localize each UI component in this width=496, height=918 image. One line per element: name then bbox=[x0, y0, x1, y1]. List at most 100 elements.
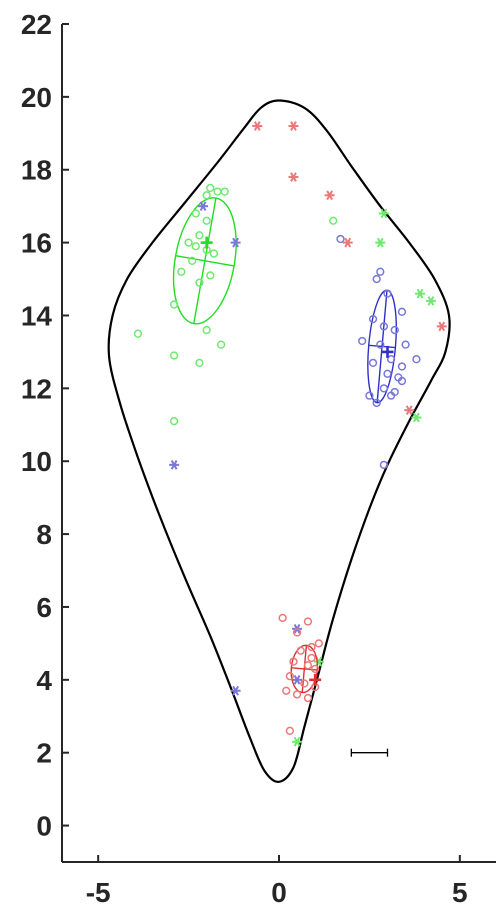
data-point-circle bbox=[206, 183, 215, 193]
data-point-circle bbox=[379, 322, 389, 331]
y-tick-label: 22 bbox=[21, 9, 52, 40]
data-point-star bbox=[169, 460, 180, 470]
data-point-circle bbox=[202, 191, 211, 200]
data-point-circle bbox=[202, 216, 211, 225]
data-point-star bbox=[324, 190, 335, 201]
data-point-star bbox=[292, 736, 303, 747]
star-stroke bbox=[290, 121, 297, 131]
series-2 bbox=[252, 121, 447, 735]
data-point-circle bbox=[365, 391, 374, 400]
y-tick-label: 4 bbox=[36, 665, 52, 696]
data-point-circle bbox=[368, 314, 378, 324]
y-tick-label: 20 bbox=[21, 82, 52, 113]
data-point-star bbox=[415, 288, 426, 299]
y-tick-label: 8 bbox=[36, 519, 52, 550]
data-point-circle bbox=[300, 679, 309, 688]
scale-bar bbox=[350, 748, 389, 757]
axes: 0 2 4 6 8 10 12 14 16 18 20 22 -5 0 5 bbox=[21, 9, 496, 908]
data-point-circle bbox=[303, 693, 313, 703]
data-point-circle bbox=[285, 726, 295, 735]
data-point-circle bbox=[289, 657, 298, 666]
ellipse-major-axis bbox=[193, 197, 217, 324]
y-tick-label: 18 bbox=[21, 155, 52, 186]
star-stroke bbox=[253, 121, 261, 131]
data-point-circle bbox=[401, 340, 410, 349]
star-stroke bbox=[438, 321, 446, 332]
ellipse-group bbox=[367, 289, 397, 404]
star-stroke bbox=[232, 237, 239, 248]
data-point-circle bbox=[390, 325, 399, 335]
data-point-star bbox=[292, 674, 303, 685]
data-point-star bbox=[375, 237, 386, 248]
data-point-circle bbox=[379, 460, 389, 470]
data-point-circle bbox=[278, 613, 287, 623]
x-tick-label: 0 bbox=[271, 877, 287, 908]
data-point-circle bbox=[386, 355, 396, 364]
data-point-circle bbox=[397, 376, 407, 386]
data-point-circle bbox=[303, 661, 313, 670]
data-point-circle bbox=[314, 639, 323, 648]
data-point-circle bbox=[282, 686, 291, 695]
data-point-circle bbox=[336, 234, 345, 244]
data-point-star bbox=[198, 201, 209, 212]
data-point-circle bbox=[383, 369, 392, 378]
x-tick-label: 5 bbox=[452, 877, 468, 908]
data-point-circle bbox=[368, 358, 378, 367]
star-stroke bbox=[170, 460, 178, 470]
data-point-circle bbox=[206, 271, 215, 280]
mean-marker bbox=[309, 673, 322, 686]
data-point-circle bbox=[379, 384, 389, 393]
data-point-star bbox=[288, 172, 299, 182]
star-stroke bbox=[293, 736, 301, 747]
data-point-circle bbox=[195, 278, 204, 287]
data-point-circle bbox=[191, 242, 200, 251]
data-point-circle bbox=[307, 653, 316, 663]
data-point-circle bbox=[169, 300, 179, 309]
data-point-circle bbox=[195, 358, 204, 367]
star-stroke bbox=[405, 405, 413, 416]
y-tick-label: 6 bbox=[36, 592, 52, 623]
data-point-circle bbox=[397, 307, 407, 316]
data-point-circle bbox=[209, 249, 219, 258]
star-stroke bbox=[199, 201, 207, 212]
data-point-circle bbox=[169, 416, 179, 426]
data-point-circle bbox=[376, 267, 385, 276]
y-tick-label: 2 bbox=[36, 738, 52, 769]
data-point-circle bbox=[383, 289, 392, 298]
ellipse-group bbox=[172, 197, 237, 325]
data-point-circle bbox=[412, 355, 421, 364]
star-stroke bbox=[413, 412, 420, 423]
data-point-circle bbox=[184, 238, 193, 247]
data-point-circle bbox=[296, 646, 305, 655]
data-point-circle bbox=[202, 325, 211, 335]
ellipse-group bbox=[290, 644, 319, 694]
data-point-circle bbox=[307, 642, 316, 652]
data-point-star bbox=[404, 405, 415, 416]
data-point-circle bbox=[292, 690, 302, 699]
y-tick-label: 12 bbox=[21, 373, 52, 404]
data-point-circle bbox=[292, 628, 302, 637]
series-1 bbox=[169, 201, 421, 696]
data-point-star bbox=[378, 208, 389, 219]
star-stroke bbox=[427, 296, 435, 306]
ellipse-major-axis bbox=[301, 645, 308, 693]
data-point-circle bbox=[216, 340, 226, 349]
ellipse-major-axis bbox=[376, 290, 388, 403]
series-0 bbox=[133, 183, 436, 747]
data-point-star bbox=[230, 685, 241, 696]
data-point-circle bbox=[177, 267, 186, 276]
data-point-circle bbox=[285, 672, 295, 681]
data-point-star bbox=[342, 237, 353, 248]
data-point-star bbox=[436, 321, 447, 332]
data-point-circle bbox=[188, 256, 197, 265]
data-point-star bbox=[288, 121, 299, 131]
data-point-circle bbox=[372, 398, 381, 408]
data-point-circle bbox=[372, 274, 381, 284]
data-point-circle bbox=[191, 209, 200, 218]
star-stroke bbox=[326, 190, 333, 201]
data-point-circle bbox=[169, 351, 179, 360]
data-point-circle bbox=[303, 617, 313, 626]
plot-area bbox=[107, 99, 451, 783]
star-stroke bbox=[380, 208, 388, 219]
